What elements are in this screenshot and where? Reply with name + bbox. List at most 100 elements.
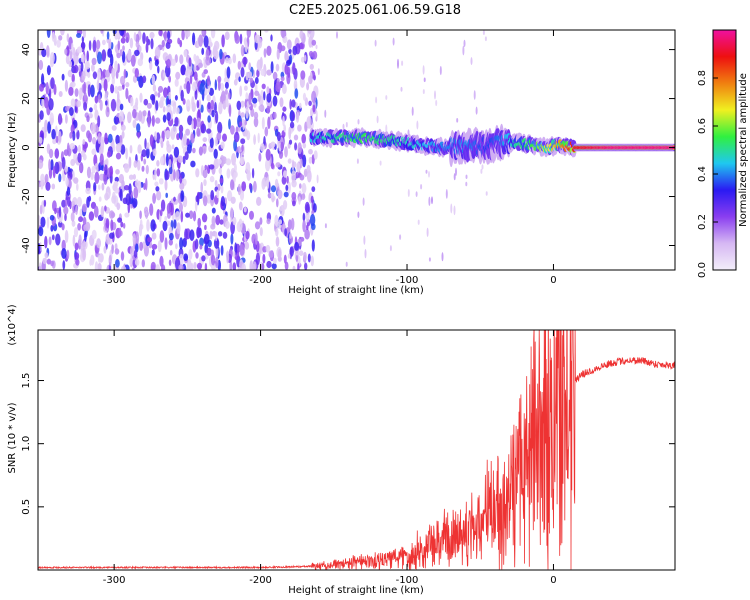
noise-speckle xyxy=(134,49,140,57)
noise-speckle xyxy=(203,35,209,48)
noise-speckle xyxy=(63,149,69,157)
noise-speckle xyxy=(249,77,254,83)
noise-speckle xyxy=(54,161,60,175)
colorbar-tick-label: 0.8 xyxy=(697,70,708,86)
noise-speckle xyxy=(302,92,307,101)
noise-speckle xyxy=(257,93,261,102)
noise-speckle xyxy=(376,115,379,124)
noise-speckle xyxy=(198,62,203,69)
noise-speckle xyxy=(248,62,251,71)
noise-speckle xyxy=(313,150,318,160)
noise-speckle xyxy=(420,184,423,190)
noise-speckle xyxy=(132,174,136,180)
noise-speckle xyxy=(231,153,237,166)
noise-speckle xyxy=(180,190,185,202)
noise-speckle xyxy=(225,57,229,64)
noise-speckle xyxy=(287,181,291,194)
snr-series-line xyxy=(38,330,675,570)
noise-speckle xyxy=(208,164,215,170)
noise-speckle xyxy=(296,162,301,173)
noise-speckle xyxy=(274,178,279,188)
noise-speckle xyxy=(308,50,314,57)
noise-speckle xyxy=(283,170,287,178)
noise-speckle xyxy=(200,123,207,134)
noise-speckle xyxy=(215,110,219,124)
noise-speckle xyxy=(50,52,55,64)
noise-speckle xyxy=(46,258,52,265)
noise-speckle xyxy=(97,254,101,263)
noise-speckle xyxy=(431,196,433,205)
noise-speckle xyxy=(150,261,156,270)
noise-speckle xyxy=(300,56,305,63)
noise-speckle xyxy=(38,59,44,71)
spectrogram-y-ticks: -40 -20 0 20 40 xyxy=(21,43,675,254)
noise-speckle xyxy=(285,184,289,191)
noise-speckle xyxy=(94,95,99,104)
noise-speckle xyxy=(88,40,92,51)
noise-speckle xyxy=(261,178,266,190)
noise-speckle xyxy=(192,210,197,222)
noise-speckle xyxy=(364,248,367,259)
noise-speckle xyxy=(169,249,173,256)
noise-speckle xyxy=(299,183,302,189)
noise-speckle xyxy=(111,76,116,86)
noise-speckle xyxy=(228,57,232,65)
noise-speckle xyxy=(78,234,82,247)
noise-speckle xyxy=(435,99,438,107)
noise-speckle xyxy=(239,85,243,97)
noise-speckle xyxy=(179,54,184,65)
noise-speckle xyxy=(149,60,153,71)
noise-speckle xyxy=(193,71,198,81)
noise-speckle xyxy=(150,219,156,232)
noise-speckle xyxy=(204,224,207,231)
noise-speckle xyxy=(441,252,444,262)
noise-speckle xyxy=(240,112,245,118)
noise-speckle xyxy=(63,206,69,215)
noise-speckle xyxy=(249,260,254,270)
noise-speckle xyxy=(197,217,201,228)
noise-speckle xyxy=(253,180,257,193)
noise-speckle xyxy=(156,190,162,201)
noise-speckle xyxy=(228,104,232,117)
noise-speckle xyxy=(178,264,184,270)
noise-speckle xyxy=(155,100,159,111)
noise-speckle xyxy=(303,251,307,262)
noise-speckle xyxy=(143,98,149,106)
noise-speckle xyxy=(136,76,140,82)
noise-speckle xyxy=(58,206,62,218)
noise-speckle xyxy=(38,226,44,237)
noise-speckle xyxy=(246,170,251,181)
noise-speckle xyxy=(263,48,267,58)
noise-speckle xyxy=(201,213,208,223)
noise-speckle xyxy=(195,117,201,128)
noise-speckle xyxy=(272,71,278,80)
noise-speckle xyxy=(182,155,186,165)
noise-speckle xyxy=(152,148,157,157)
noise-speckle xyxy=(236,100,242,111)
noise-speckle xyxy=(251,168,255,179)
noise-speckle xyxy=(41,73,45,86)
figure-title: C2E5.2025.061.06.59.G18 xyxy=(289,3,461,18)
noise-speckle xyxy=(434,90,436,100)
noise-speckle xyxy=(407,189,410,197)
noise-speckle xyxy=(45,181,51,191)
noise-speckle xyxy=(311,239,315,252)
noise-speckle xyxy=(72,234,76,247)
noise-speckle xyxy=(48,98,54,111)
noise-speckle xyxy=(104,132,108,145)
noise-speckle xyxy=(41,98,45,109)
noise-speckle xyxy=(49,148,54,159)
noise-speckle xyxy=(120,221,124,228)
noise-speckle xyxy=(204,233,210,245)
noise-speckle xyxy=(110,83,115,94)
noise-speckle xyxy=(292,45,298,56)
noise-speckle xyxy=(122,45,125,52)
noise-speckle xyxy=(224,88,228,95)
noise-speckle xyxy=(304,262,308,270)
noise-speckle xyxy=(264,126,269,137)
noise-speckle xyxy=(71,42,74,53)
noise-speckle xyxy=(173,169,176,181)
noise-speckle xyxy=(44,235,48,249)
noise-speckle xyxy=(294,142,298,151)
